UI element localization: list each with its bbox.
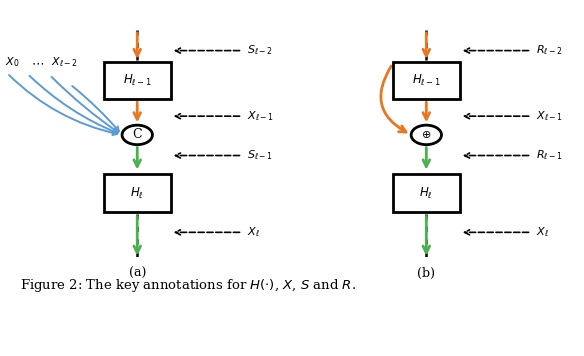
- Text: (b): (b): [418, 267, 435, 280]
- Text: $\oplus$: $\oplus$: [421, 129, 432, 140]
- FancyBboxPatch shape: [392, 62, 460, 99]
- Text: $X_0$: $X_0$: [5, 56, 19, 69]
- Text: $X_{\ell-1}$: $X_{\ell-1}$: [247, 109, 274, 123]
- Circle shape: [411, 125, 442, 145]
- Circle shape: [122, 125, 152, 145]
- Text: $H_{\ell}$: $H_{\ell}$: [130, 185, 144, 200]
- Text: $X_{\ell}$: $X_{\ell}$: [536, 225, 549, 239]
- Text: $R_{\ell-2}$: $R_{\ell-2}$: [536, 44, 563, 57]
- Text: $X_{\ell-2}$: $X_{\ell-2}$: [51, 56, 78, 69]
- Text: $R_{\ell-1}$: $R_{\ell-1}$: [536, 148, 563, 162]
- Text: $X_{\ell}$: $X_{\ell}$: [247, 225, 260, 239]
- Text: (a): (a): [128, 267, 146, 280]
- FancyBboxPatch shape: [104, 174, 171, 212]
- Text: $X_{\ell-1}$: $X_{\ell-1}$: [536, 109, 563, 123]
- Text: C: C: [133, 129, 142, 141]
- Text: $H_{\ell}$: $H_{\ell}$: [419, 185, 433, 200]
- Text: $H_{\ell-1}$: $H_{\ell-1}$: [123, 73, 152, 88]
- Text: $S_{\ell-1}$: $S_{\ell-1}$: [247, 148, 273, 162]
- FancyBboxPatch shape: [104, 62, 171, 99]
- FancyBboxPatch shape: [392, 174, 460, 212]
- Text: Figure 2: The key annotations for $H(\cdot)$, $X$, $S$ and $R$.: Figure 2: The key annotations for $H(\cd…: [20, 277, 356, 294]
- Text: $H_{\ell-1}$: $H_{\ell-1}$: [412, 73, 441, 88]
- Text: $S_{\ell-2}$: $S_{\ell-2}$: [247, 44, 273, 57]
- Text: $\cdots$: $\cdots$: [31, 56, 44, 69]
